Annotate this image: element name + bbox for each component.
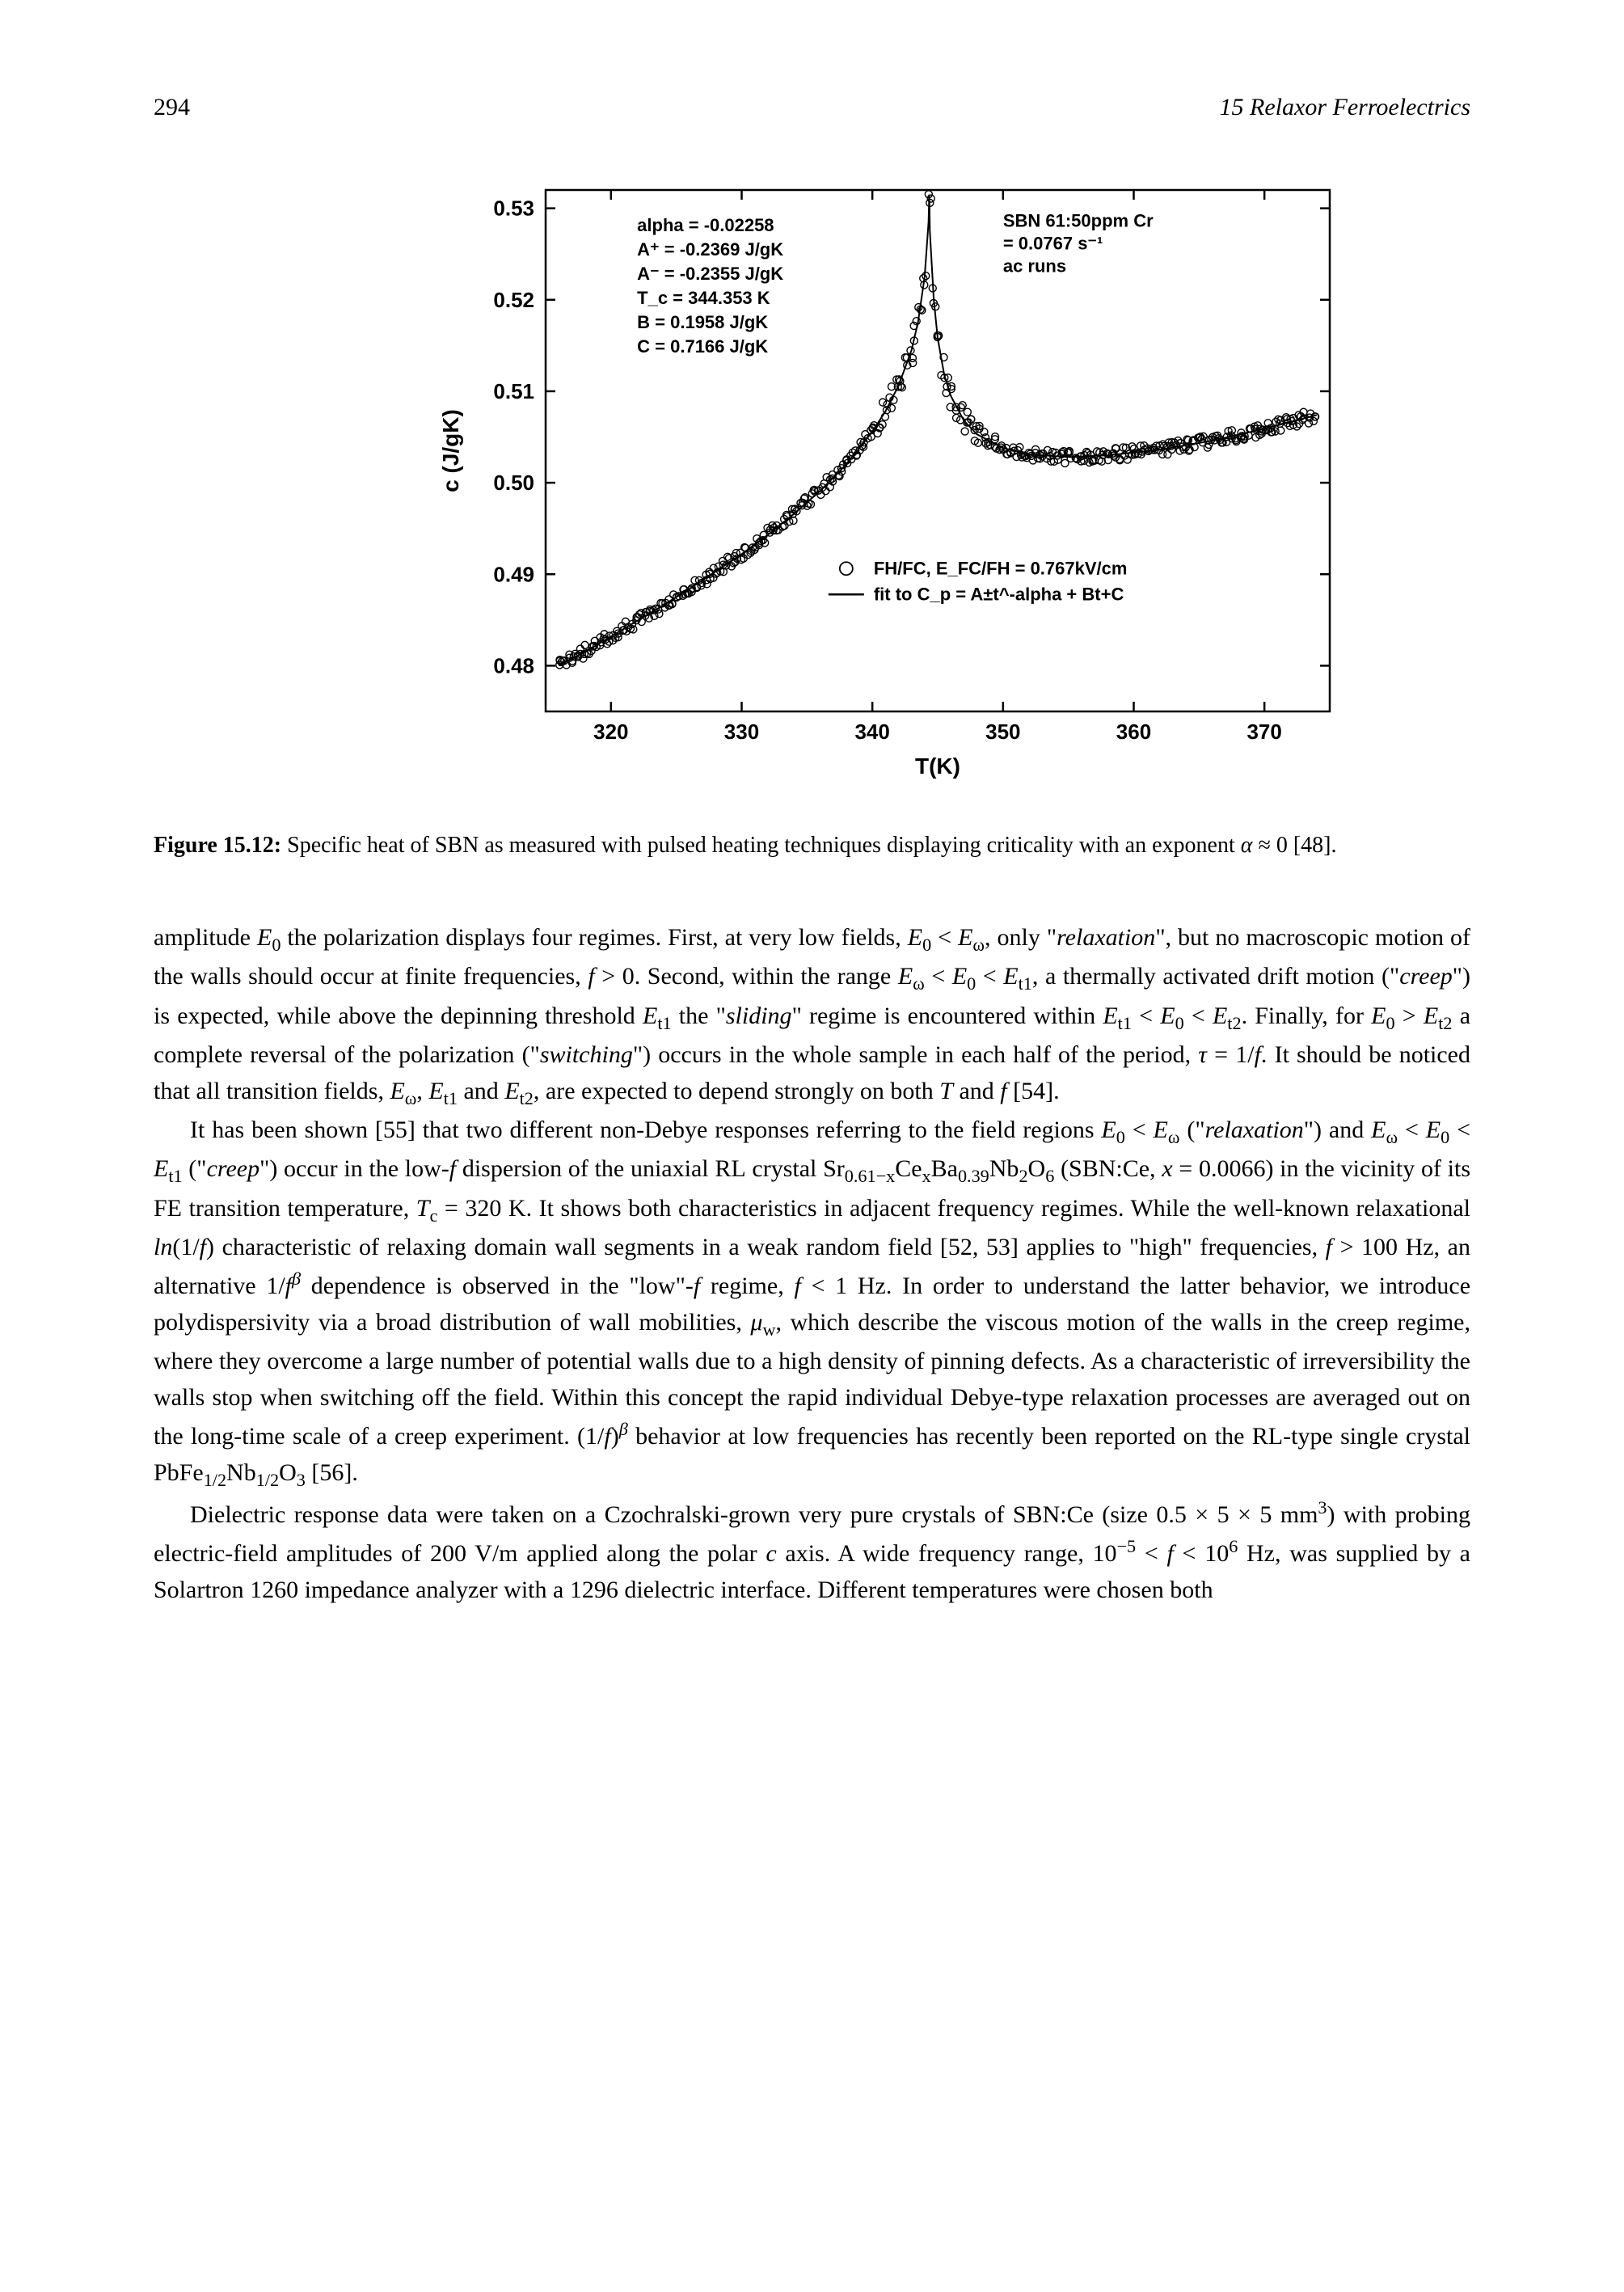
svg-text:370: 370 [1246,720,1281,744]
svg-text:fit to C_p = A±t^-alpha + Bt+C: fit to C_p = A±t^-alpha + Bt+C [873,584,1124,604]
svg-text:0.48: 0.48 [493,653,534,677]
body-text: amplitude E0 the polarization displays f… [154,919,1470,1608]
svg-text:0.49: 0.49 [493,562,534,586]
svg-text:340: 340 [854,720,889,744]
figure-caption-text: Specific heat of SBN as measured with pu… [287,833,1336,858]
chapter-title: 15 Relaxor Ferroelectrics [1220,89,1470,125]
svg-text:FH/FC, E_FC/FH = 0.767kV/cm: FH/FC, E_FC/FH = 0.767kV/cm [873,558,1127,578]
svg-text:0.50: 0.50 [493,471,534,495]
svg-text:A⁺ = -0.2369 J/gK: A⁺ = -0.2369 J/gK [637,239,783,260]
figure-15-12: 320 330 340 350 360 370 0.48 0.49 0.50 0.51 0.52 0.… [154,174,1470,863]
paragraph-1: amplitude E0 the polarization displays f… [154,919,1470,1112]
svg-text:320: 320 [593,720,628,744]
figure-caption: Figure 15.12: Specific heat of SBN as me… [154,829,1470,863]
svg-text:= 0.0767 s⁻¹: = 0.0767 s⁻¹ [1002,233,1103,253]
specific-heat-chart: 320 330 340 350 360 370 0.48 0.49 0.50 0.51 0.52 0.… [432,174,1346,788]
svg-text:C = 0.7166 J/gK: C = 0.7166 J/gK [637,336,768,357]
svg-text:alpha = -0.02258: alpha = -0.02258 [637,215,774,235]
svg-text:350: 350 [985,720,1020,744]
page-header: 294 15 Relaxor Ferroelectrics [154,89,1470,125]
paragraph-3: Dielectric response data were taken on a… [154,1494,1470,1608]
svg-text:0.52: 0.52 [493,288,534,312]
svg-text:c (J/gK): c (J/gK) [438,409,463,492]
svg-text:360: 360 [1116,720,1150,744]
figure-label: Figure 15.12: [154,833,281,858]
svg-text:SBN 61:50ppm Cr: SBN 61:50ppm Cr [1002,210,1153,230]
svg-text:B = 0.1958 J/gK: B = 0.1958 J/gK [637,312,768,332]
svg-text:0.51: 0.51 [493,379,534,403]
page-number: 294 [154,89,190,125]
svg-text:330: 330 [723,720,758,744]
svg-text:A⁻ = -0.2355 J/gK: A⁻ = -0.2355 J/gK [637,264,783,284]
svg-text:ac runs: ac runs [1002,255,1065,276]
paragraph-2: It has been shown [55] that two differen… [154,1112,1470,1493]
svg-text:0.53: 0.53 [493,196,534,221]
svg-text:T(K): T(K) [915,753,960,779]
svg-text:T_c = 344.353 K: T_c = 344.353 K [637,288,770,308]
